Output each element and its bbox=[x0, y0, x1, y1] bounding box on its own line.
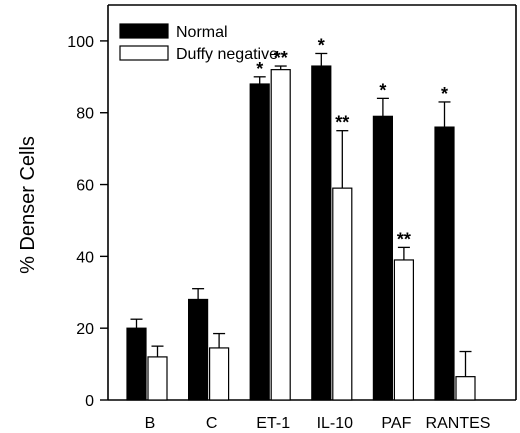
y-tick-label: 100 bbox=[67, 34, 94, 51]
y-ticks: 0 20 40 60 80 100 bbox=[67, 34, 108, 410]
y-tick-label: 0 bbox=[85, 393, 94, 410]
significance-marker: * bbox=[441, 84, 448, 104]
bar-duffy-negative bbox=[455, 376, 476, 401]
x-tick-labels: B C ET-1 IL-10 PAF RANTES bbox=[145, 415, 491, 432]
bar-normal bbox=[249, 83, 270, 401]
y-tick-label: 80 bbox=[76, 106, 94, 123]
legend-swatch-normal bbox=[119, 23, 169, 39]
x-tick-label: ET-1 bbox=[256, 415, 290, 432]
x-tick-label: IL-10 bbox=[317, 415, 354, 432]
bar-normal bbox=[434, 126, 455, 401]
bar-normal bbox=[188, 298, 209, 401]
bar-duffy-negative bbox=[393, 259, 414, 401]
legend: Normal Duffy negative bbox=[119, 23, 278, 63]
y-tick-label: 20 bbox=[76, 321, 94, 338]
significance-marker: ** bbox=[397, 229, 411, 249]
legend-label-normal: Normal bbox=[176, 24, 228, 41]
bar-normal bbox=[311, 65, 332, 401]
x-tick-label: C bbox=[206, 415, 218, 432]
bar-duffy-negative bbox=[147, 356, 168, 401]
y-axis-label: % Denser Cells bbox=[17, 136, 39, 274]
significance-marker: * bbox=[318, 35, 325, 55]
legend-label-duffy-negative: Duffy negative bbox=[176, 46, 278, 63]
significance-marker: * bbox=[256, 59, 263, 79]
x-tick-label: PAF bbox=[381, 415, 411, 432]
significance-marker: * bbox=[379, 80, 386, 100]
x-tick-label: B bbox=[145, 415, 156, 432]
x-tick-label: RANTES bbox=[426, 415, 491, 432]
bar-normal bbox=[126, 327, 147, 401]
legend-swatch-duffy-negative bbox=[119, 45, 169, 61]
y-tick-label: 40 bbox=[76, 249, 94, 266]
y-tick-label: 60 bbox=[76, 178, 94, 195]
bar-normal bbox=[372, 115, 393, 401]
bar-duffy-negative bbox=[270, 69, 291, 401]
bar-duffy-negative bbox=[332, 187, 353, 401]
bars: ********** bbox=[126, 35, 476, 401]
bar-duffy-negative bbox=[209, 347, 230, 401]
significance-marker: ** bbox=[335, 113, 349, 133]
significance-marker: ** bbox=[274, 48, 288, 68]
